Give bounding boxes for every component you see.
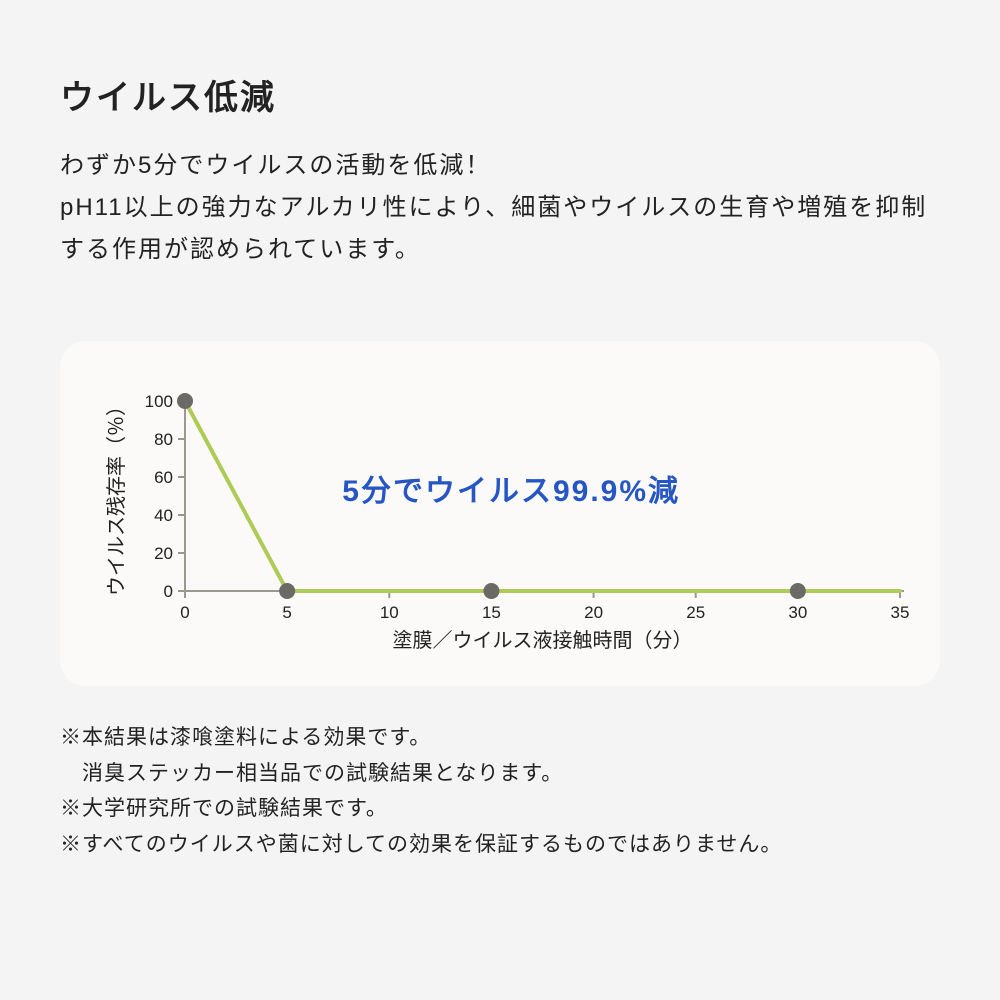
svg-text:10: 10: [380, 603, 399, 622]
svg-text:35: 35: [891, 603, 910, 622]
svg-text:5: 5: [282, 603, 291, 622]
svg-text:100: 100: [145, 392, 173, 411]
chart-callout: 5分でウイルス99.9%減: [342, 466, 680, 510]
svg-text:60: 60: [154, 468, 173, 487]
svg-text:0: 0: [180, 603, 189, 622]
notes: ※本結果は漆喰塗料による効果です。 消臭ステッカー相当品での試験結果となります。…: [60, 720, 940, 863]
note-line: ※本結果は漆喰塗料による効果です。: [60, 720, 940, 756]
note-line: 消臭ステッカー相当品での試験結果となります。: [60, 756, 940, 792]
svg-text:ウイルス残存率（％）: ウイルス残存率（％）: [105, 396, 128, 596]
svg-text:15: 15: [482, 603, 501, 622]
svg-text:塗膜／ウイルス液接触時間（分）: 塗膜／ウイルス液接触時間（分）: [393, 629, 693, 651]
chart-area: 0 20 40 60 80 100 0 5 10 15 20 25 30 35 塗膜／ウイルス液接触時間（分…: [90, 381, 910, 656]
svg-text:25: 25: [686, 603, 705, 622]
svg-text:0: 0: [164, 582, 173, 601]
svg-text:20: 20: [154, 544, 173, 563]
svg-text:20: 20: [584, 603, 603, 622]
lead-text: わずか5分でウイルスの活動を低減！pH11以上の強力なアルカリ性により、細菌やウ…: [60, 145, 940, 271]
chart-card: 0 20 40 60 80 100 0 5 10 15 20 25 30 35 塗膜／ウイルス液接触時間（分…: [60, 341, 940, 686]
note-line: ※大学研究所での試験結果です。: [60, 791, 940, 827]
svg-text:30: 30: [788, 603, 807, 622]
svg-text:40: 40: [154, 506, 173, 525]
line-chart: 0 20 40 60 80 100 0 5 10 15 20 25 30 35 塗膜／ウイルス液接触時間（分…: [90, 381, 910, 651]
note-line: ※すべてのウイルスや菌に対しての効果を保証するものではありません。: [60, 827, 940, 863]
page-title: ウイルス低減: [60, 70, 940, 119]
svg-text:80: 80: [154, 430, 173, 449]
